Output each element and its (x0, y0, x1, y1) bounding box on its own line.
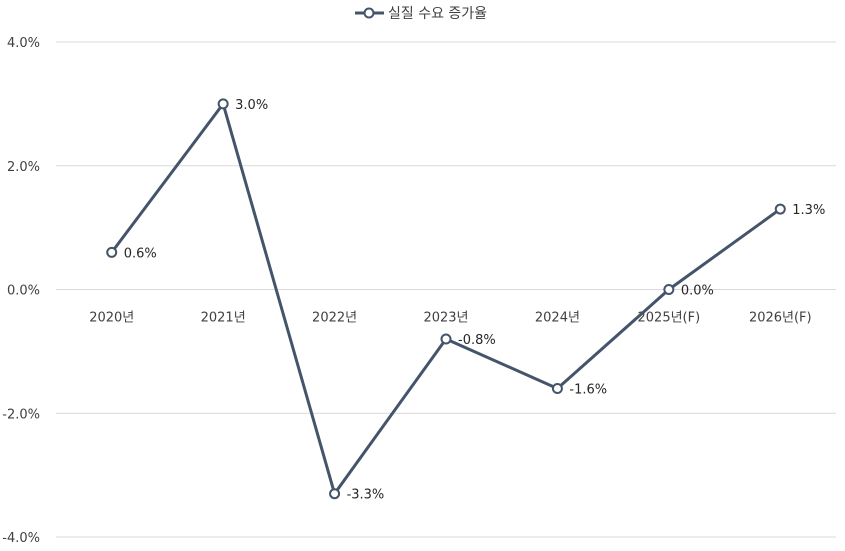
data-point-marker (663, 284, 675, 295)
data-label: 3.0% (235, 98, 268, 113)
x-category-label: 2024년 (535, 311, 580, 326)
series-line (110, 102, 782, 496)
data-label: -3.3% (347, 488, 385, 503)
y-axis-tick-labels: 4.0% 2.0% 0.0% -2.0% -4.0% (2, 36, 40, 546)
x-category-label: 2023년 (423, 311, 468, 326)
data-point-marker (774, 203, 786, 215)
data-label: 0.0% (681, 284, 714, 299)
data-label: 0.6% (124, 246, 157, 261)
data-point-marker (329, 488, 341, 500)
series-line-group (106, 98, 786, 500)
data-point-marker (106, 246, 118, 258)
legend-label: 실질 수요 증가율 (388, 6, 487, 22)
data-point-marker (440, 333, 452, 345)
data-labels: 0.6% 3.0% -3.3% -0.8% -1.6% 0.0% 1.3% (124, 98, 826, 503)
data-label: -1.6% (569, 383, 607, 398)
gridlines (56, 41, 836, 538)
x-category-label: 2020년 (89, 311, 134, 326)
y-tick-label: -4.0% (2, 531, 40, 546)
x-category-label: 2021년 (201, 311, 246, 326)
x-axis-category-labels: 2020년 2021년 2022년 2023년 2024년 2025년(F) 2026년(F… (89, 311, 811, 326)
y-tick-label: 0.0% (7, 284, 40, 299)
x-category-label: 2022년 (312, 311, 357, 326)
data-label: 1.3% (792, 203, 825, 218)
y-tick-label: -2.0% (2, 407, 40, 422)
y-tick-label: 2.0% (7, 160, 40, 175)
y-tick-label: 4.0% (7, 36, 40, 51)
legend: 실질 수요 증가율 (355, 6, 487, 22)
x-category-label: 2025년(F) (638, 311, 701, 326)
data-label: -0.8% (458, 333, 496, 348)
data-point-marker (551, 383, 563, 394)
data-point-marker (217, 98, 229, 110)
legend-marker-icon (363, 7, 375, 19)
x-category-label: 2026년(F) (749, 311, 812, 326)
